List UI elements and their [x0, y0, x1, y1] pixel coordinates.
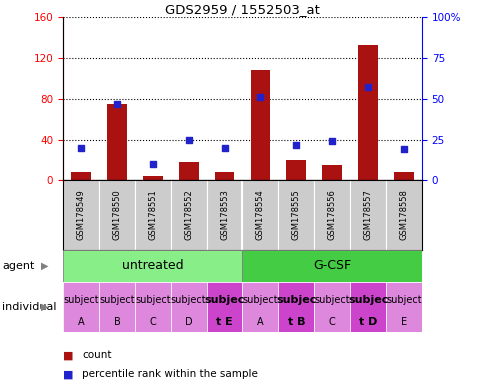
- Text: subject: subject: [242, 295, 278, 305]
- Bar: [63, 180, 99, 250]
- Point: [328, 138, 335, 144]
- Bar: [242, 250, 421, 282]
- Text: GSM178551: GSM178551: [148, 190, 157, 240]
- Text: ■: ■: [63, 350, 74, 360]
- Bar: [349, 180, 385, 250]
- Bar: [242, 282, 278, 332]
- Point: [184, 137, 192, 143]
- Bar: [107, 104, 126, 180]
- Text: GSM178556: GSM178556: [327, 190, 336, 240]
- Bar: [63, 282, 99, 332]
- Point: [149, 161, 156, 167]
- Text: C: C: [328, 317, 335, 327]
- Point: [113, 101, 121, 107]
- Text: GSM178558: GSM178558: [399, 190, 408, 240]
- Text: subject: subject: [63, 295, 99, 305]
- Text: subject: subject: [99, 295, 135, 305]
- Bar: [135, 282, 170, 332]
- Text: t E: t E: [216, 317, 232, 327]
- Bar: [99, 180, 135, 250]
- Text: GSM178557: GSM178557: [363, 190, 372, 240]
- Bar: [206, 282, 242, 332]
- Bar: [314, 282, 349, 332]
- Bar: [250, 70, 270, 180]
- Text: subjec: subjec: [347, 295, 388, 305]
- Text: GSM178550: GSM178550: [112, 190, 121, 240]
- Bar: [71, 172, 91, 180]
- Text: GSM178555: GSM178555: [291, 190, 300, 240]
- Text: GSM178554: GSM178554: [256, 190, 264, 240]
- Text: percentile rank within the sample: percentile rank within the sample: [82, 369, 258, 379]
- Text: D: D: [184, 317, 192, 327]
- Text: E: E: [400, 317, 406, 327]
- Text: t D: t D: [358, 317, 377, 327]
- Point: [399, 146, 407, 152]
- Text: untreated: untreated: [121, 260, 183, 272]
- Bar: [143, 176, 162, 180]
- Bar: [349, 282, 385, 332]
- Bar: [322, 165, 341, 180]
- Point: [256, 94, 264, 100]
- Bar: [214, 172, 234, 180]
- Bar: [179, 162, 198, 180]
- Text: individual: individual: [2, 302, 57, 312]
- Text: subjec: subjec: [204, 295, 244, 305]
- Bar: [314, 180, 349, 250]
- Bar: [242, 180, 278, 250]
- Bar: [170, 282, 206, 332]
- Text: ▶: ▶: [41, 261, 48, 271]
- Point: [363, 84, 371, 91]
- Text: subject: subject: [170, 295, 206, 305]
- Text: t B: t B: [287, 317, 304, 327]
- Text: subject: subject: [385, 295, 421, 305]
- Text: subjec: subjec: [275, 295, 316, 305]
- Point: [292, 142, 300, 148]
- Text: ▶: ▶: [41, 302, 48, 312]
- Bar: [99, 282, 135, 332]
- Text: ■: ■: [63, 369, 74, 379]
- Bar: [135, 180, 170, 250]
- Bar: [278, 180, 314, 250]
- Bar: [170, 180, 206, 250]
- Text: GSM178549: GSM178549: [76, 190, 85, 240]
- Text: subject: subject: [314, 295, 349, 305]
- Text: B: B: [113, 317, 120, 327]
- Text: A: A: [77, 317, 84, 327]
- Bar: [385, 180, 421, 250]
- Text: C: C: [149, 317, 156, 327]
- Text: agent: agent: [2, 261, 35, 271]
- Point: [77, 145, 85, 151]
- Text: GSM178552: GSM178552: [184, 190, 193, 240]
- Point: [220, 145, 228, 151]
- Bar: [206, 180, 242, 250]
- Bar: [286, 160, 305, 180]
- Text: A: A: [257, 317, 263, 327]
- Title: GDS2959 / 1552503_at: GDS2959 / 1552503_at: [165, 3, 319, 16]
- Bar: [393, 172, 413, 180]
- Bar: [385, 282, 421, 332]
- Text: G-CSF: G-CSF: [313, 260, 350, 272]
- Bar: [63, 250, 242, 282]
- Text: GSM178553: GSM178553: [220, 190, 228, 240]
- Bar: [358, 45, 377, 180]
- Text: subject: subject: [135, 295, 170, 305]
- Text: count: count: [82, 350, 112, 360]
- Bar: [278, 282, 314, 332]
